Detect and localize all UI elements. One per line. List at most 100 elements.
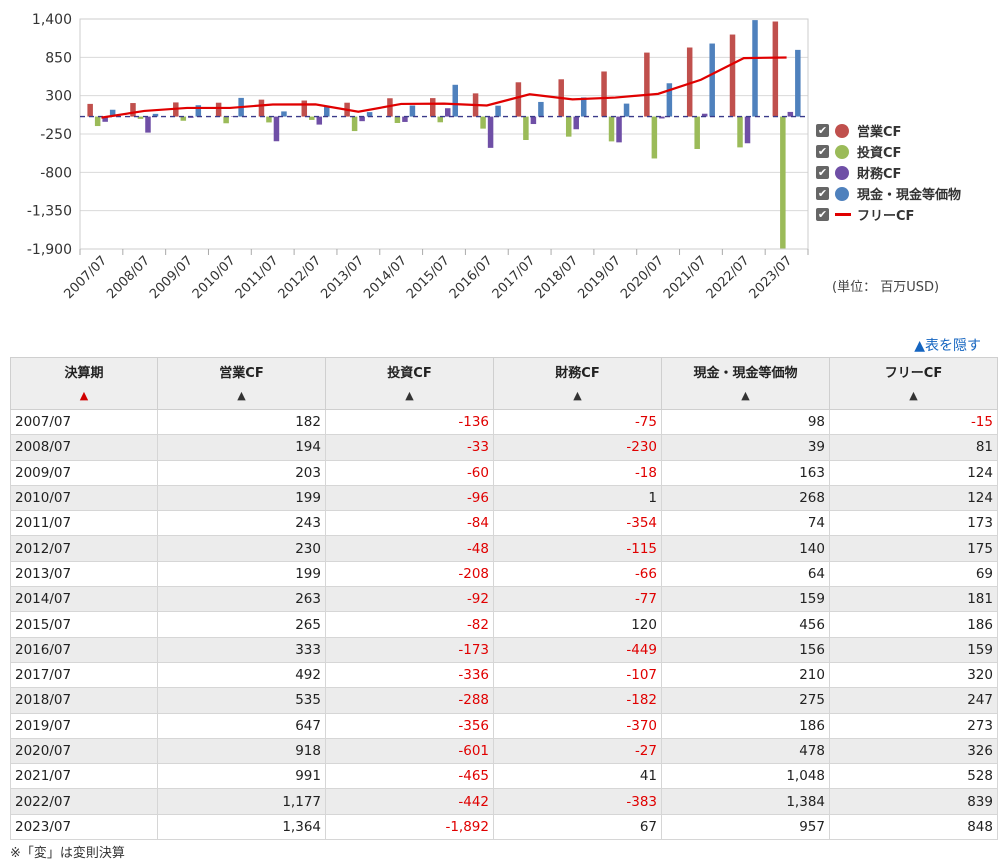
value-cell: -601 — [325, 737, 494, 765]
x-tick-label: 2020/07 — [618, 253, 667, 302]
period-cell: 2013/07 — [10, 560, 158, 588]
value-cell: 69 — [829, 560, 998, 588]
x-tick-label: 2009/07 — [147, 253, 196, 302]
bar-投資CF — [266, 116, 272, 123]
value-cell: -288 — [325, 687, 494, 714]
legend-item[interactable]: ✔ 投資CF — [816, 141, 961, 162]
value-cell: -33 — [325, 434, 494, 461]
value-cell: -48 — [325, 535, 494, 562]
value-cell: 98 — [661, 408, 830, 436]
bar-営業CF — [644, 52, 650, 117]
checkbox-icon[interactable]: ✔ — [816, 124, 829, 137]
legend-item[interactable]: ✔ 営業CF — [816, 120, 961, 141]
legend-label: 現金・現金等価物 — [857, 188, 962, 203]
column-header[interactable]: 投資CF ▲ — [325, 357, 494, 410]
bar-財務CF — [273, 116, 280, 142]
sort-arrow-icon[interactable]: ▲ — [405, 389, 414, 402]
x-tick-label: 2015/07 — [404, 253, 453, 302]
sort-arrow-icon[interactable]: ▲ — [573, 389, 582, 402]
column-header[interactable]: 現金・現金等価物 ▲ — [661, 357, 830, 410]
value-cell: 243 — [157, 510, 326, 537]
period-cell: 2016/07 — [10, 636, 158, 663]
value-cell: 182 — [157, 408, 326, 436]
table-row: 2015/07 265 -82 120 456 186 — [10, 611, 998, 638]
value-cell: -75 — [493, 408, 662, 436]
y-tick-label: 1,400 — [32, 12, 72, 28]
sort-arrow-icon[interactable]: ▲ — [909, 389, 918, 402]
period-cell: 2015/07 — [10, 611, 158, 638]
bar-財務CF — [487, 116, 494, 148]
bar-財務CF — [616, 116, 622, 143]
value-cell: -354 — [493, 510, 662, 537]
value-cell: 528 — [829, 763, 998, 790]
bar-投資CF — [394, 116, 401, 123]
sort-arrow-icon[interactable]: ▲ — [79, 389, 89, 402]
checkbox-icon[interactable]: ✔ — [816, 208, 829, 221]
value-cell: -356 — [325, 712, 494, 739]
table-row: 2021/07 991 -465 41 1,048 528 — [10, 763, 998, 790]
table-row: 2009/07 203 -60 -18 163 124 — [10, 459, 998, 486]
value-cell: -107 — [493, 661, 662, 689]
bar-現金・現金等価物 — [538, 101, 544, 117]
table-row: 2008/07 194 -33 -230 39 81 — [10, 434, 998, 461]
value-cell: 199 — [157, 560, 326, 588]
bar-投資CF — [565, 116, 572, 137]
value-cell: 124 — [829, 459, 998, 486]
bar-財務CF — [701, 113, 708, 117]
checkbox-icon[interactable]: ✔ — [816, 166, 829, 179]
hide-table-link[interactable]: ▲表を隠す — [914, 338, 981, 354]
x-tick-label: 2007/07 — [61, 253, 110, 302]
x-tick-label: 2019/07 — [575, 253, 624, 302]
sort-arrow-icon[interactable]: ▲ — [237, 389, 246, 402]
legend-item[interactable]: ✔ 現金・現金等価物 — [816, 183, 961, 204]
table-header-row: 決算期 ▲ 営業CF ▲ 投資CF ▲ 財務CF ▲ 現金・現金等価物 ▲ フリーCF ▲ — [10, 357, 998, 410]
bar-投資CF — [309, 116, 315, 120]
value-cell: 263 — [157, 586, 326, 613]
bar-現金・現金等価物 — [281, 111, 287, 117]
table-row: 2020/07 918 -601 -27 478 326 — [10, 737, 998, 765]
bar-営業CF — [87, 103, 93, 117]
column-header[interactable]: 営業CF ▲ — [157, 357, 326, 410]
period-cell: 2019/07 — [10, 712, 158, 739]
value-cell: 156 — [661, 636, 830, 663]
value-cell: -27 — [493, 737, 662, 765]
value-cell: 39 — [661, 434, 830, 461]
checkbox-icon[interactable]: ✔ — [816, 145, 829, 158]
value-cell: -230 — [493, 434, 662, 461]
bar-現金・現金等価物 — [409, 105, 416, 117]
bar-現金・現金等価物 — [366, 112, 373, 117]
value-cell: 64 — [661, 560, 830, 588]
legend-label: 財務CF — [857, 167, 902, 182]
column-header[interactable]: 決算期 ▲ — [10, 357, 158, 410]
value-cell: 199 — [157, 484, 326, 512]
sort-arrow-icon[interactable]: ▲ — [741, 389, 750, 402]
bar-営業CF — [430, 98, 436, 117]
table-row: 2012/07 230 -48 -115 140 175 — [10, 535, 998, 562]
table-row: 2017/07 492 -336 -107 210 320 — [10, 661, 998, 689]
period-cell: 2008/07 — [10, 434, 158, 461]
value-cell: 326 — [829, 737, 998, 765]
table-row: 2016/07 333 -173 -449 156 159 — [10, 636, 998, 663]
column-header[interactable]: フリーCF ▲ — [829, 357, 998, 410]
value-cell: 81 — [829, 434, 998, 461]
x-tick-label: 2012/07 — [276, 253, 325, 302]
bar-営業CF — [772, 21, 779, 117]
bar-投資CF — [180, 116, 187, 121]
value-cell: 918 — [157, 737, 326, 765]
value-cell: 273 — [829, 712, 998, 739]
checkbox-icon[interactable]: ✔ — [816, 187, 829, 200]
bar-財務CF — [102, 116, 108, 122]
bar-財務CF — [787, 111, 794, 117]
y-tick-label: 300 — [45, 89, 72, 105]
x-tick-label: 2018/07 — [532, 253, 581, 302]
value-cell: 120 — [493, 611, 662, 638]
table-row: 2019/07 647 -356 -370 186 273 — [10, 712, 998, 739]
bar-営業CF — [301, 100, 308, 117]
legend-item[interactable]: ✔ フリーCF — [816, 204, 961, 225]
column-header[interactable]: 財務CF ▲ — [493, 357, 662, 410]
value-cell: 230 — [157, 535, 326, 562]
value-cell: -15 — [829, 408, 998, 436]
legend-item[interactable]: ✔ 財務CF — [816, 162, 961, 183]
period-cell: 2011/07 — [10, 510, 158, 537]
bar-財務CF — [659, 116, 665, 119]
